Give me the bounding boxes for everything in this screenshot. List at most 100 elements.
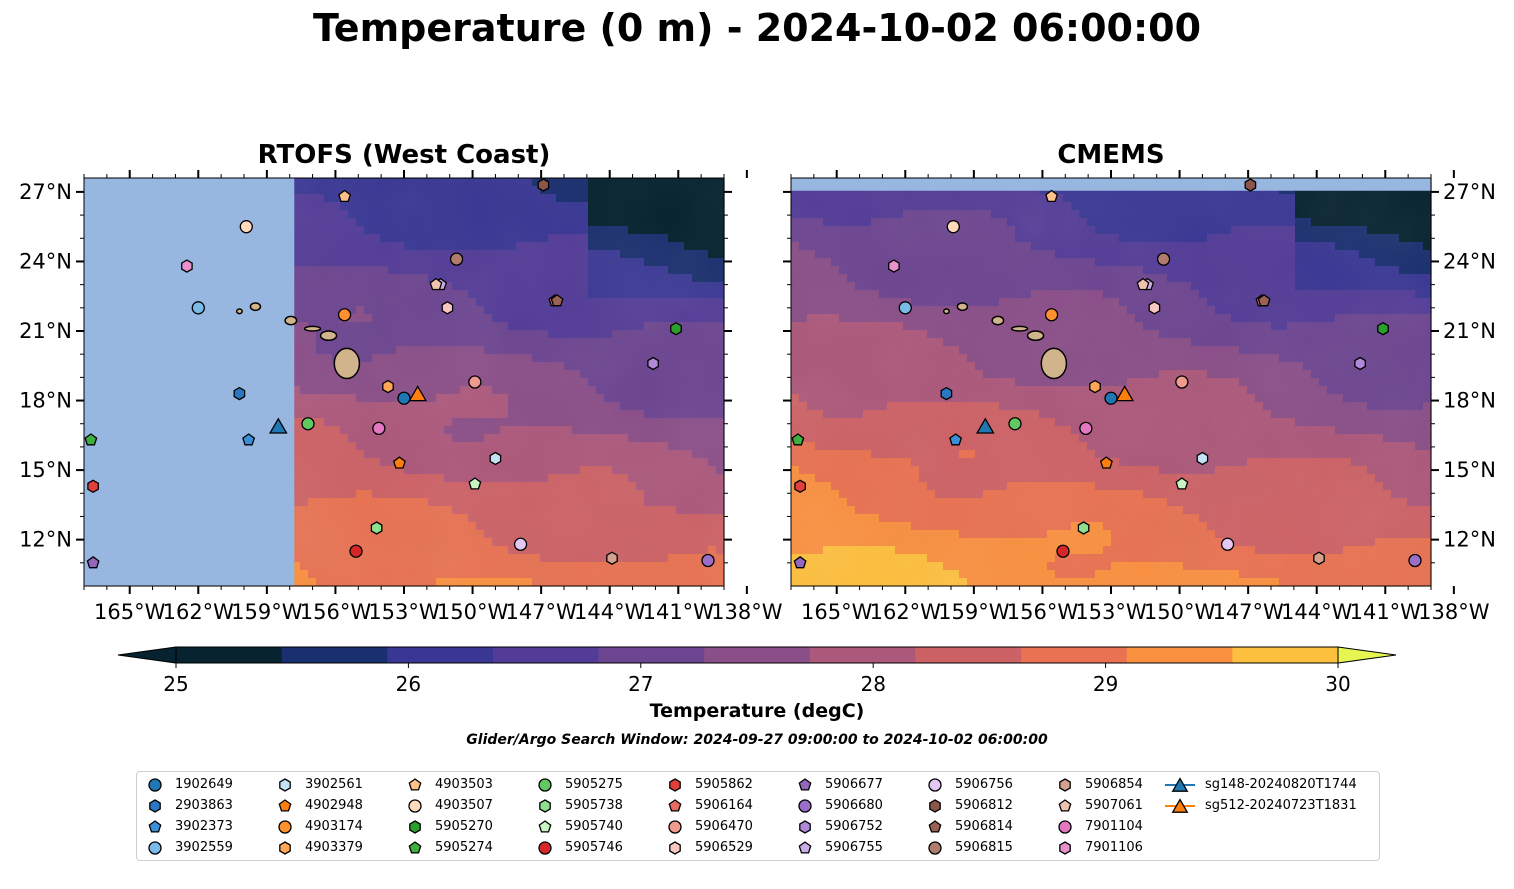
lon-tick-label: 156°W — [1007, 600, 1079, 624]
marker-2903863 — [233, 386, 246, 401]
colorbar-label: Temperature (degC) — [649, 700, 865, 722]
lat-tick-label: 18°N — [1443, 389, 1496, 413]
marker-5905738 — [1077, 521, 1090, 535]
marker-5906752 — [1354, 356, 1366, 371]
legend-label: 5905274 — [435, 840, 493, 855]
marker-1902649 — [397, 391, 411, 405]
lon-tick-label: 141°W — [643, 600, 715, 624]
legend-marker-icon — [538, 840, 552, 855]
lon-tick-label: 144°W — [1281, 600, 1353, 624]
marker-5905270 — [670, 321, 682, 336]
legend-marker-icon — [798, 777, 812, 791]
marker-4903379 — [382, 379, 394, 394]
marker-5906814 — [550, 294, 564, 307]
legend-item: 5906529 — [665, 837, 753, 858]
marker-1902649 — [1104, 391, 1118, 405]
lat-tick-label: 21°N — [1443, 319, 1496, 343]
legend-label: 5905862 — [695, 777, 753, 792]
legend-marker-icon — [278, 819, 292, 834]
marker-4903507 — [239, 220, 253, 234]
lon-tick-label: 159°W — [938, 600, 1010, 624]
marker-5905740 — [468, 477, 482, 490]
legend-marker-icon — [408, 777, 422, 791]
lon-tick-label: 153°W — [1075, 600, 1147, 624]
marker-5906680 — [1408, 553, 1422, 568]
legend-marker-icon — [538, 777, 552, 792]
legend-item: 5905738 — [535, 795, 623, 816]
marker-5905738 — [370, 521, 383, 535]
legend-marker-icon — [928, 777, 942, 792]
legend-item: sg148-20240820T1744 — [1165, 774, 1357, 795]
marker-4903503 — [338, 189, 352, 203]
marker-4902948 — [1099, 456, 1113, 469]
lon-tick-label: 156°W — [300, 600, 372, 624]
legend-label: sg148-20240820T1744 — [1205, 777, 1357, 792]
legend-marker-icon — [148, 777, 162, 792]
colorbar-tick-label: 27 — [628, 672, 653, 696]
legend-item: 5905274 — [405, 837, 493, 858]
legend-marker-icon — [929, 798, 941, 813]
marker-4903379 — [1089, 379, 1101, 394]
marker-3902559 — [898, 301, 912, 315]
legend-label: 5905270 — [435, 819, 493, 834]
marker-3902373 — [242, 433, 256, 446]
lon-tick-label: 150°W — [437, 600, 509, 624]
legend-label: sg512-20240723T1831 — [1205, 798, 1357, 813]
legend-label: 4903507 — [435, 798, 493, 813]
marker-sg512-20240723T1831 — [1115, 385, 1135, 402]
legend-item: 1902649 — [145, 774, 233, 795]
legend-item: 5906814 — [925, 816, 1013, 837]
marker-4902948 — [392, 456, 406, 469]
marker-2903863 — [940, 386, 953, 401]
legend-marker-icon — [1058, 798, 1072, 812]
marker-5906854 — [1313, 551, 1325, 565]
legend-item: 4903379 — [275, 837, 363, 858]
legend-label: 5905275 — [565, 777, 623, 792]
legend-label: 4903379 — [305, 840, 363, 855]
legend-item: sg512-20240723T1831 — [1165, 795, 1357, 816]
legend-marker-icon — [409, 819, 421, 834]
lon-tick-label: 162°W — [163, 600, 235, 624]
legend-label: 5906815 — [955, 840, 1013, 855]
marker-3902373 — [949, 433, 963, 446]
marker-5905274 — [791, 433, 805, 446]
figure-title: Temperature (0 m) - 2024-10-02 06:00:00 — [312, 6, 1202, 50]
legend-item: 5906680 — [795, 795, 883, 816]
marker-5907061 — [1136, 277, 1150, 291]
legend-item: 4903507 — [405, 795, 493, 816]
marker-5906680 — [701, 553, 715, 568]
marker-5906814 — [1257, 294, 1271, 307]
legend-marker-icon — [279, 840, 291, 855]
marker-5906756 — [1220, 537, 1235, 551]
marker-5906529 — [441, 301, 454, 315]
legend-marker-icon — [1165, 776, 1195, 792]
marker-5906677 — [793, 555, 807, 569]
marker-5905275 — [1008, 417, 1022, 431]
legend-label: 3902559 — [175, 840, 233, 855]
lat-tick-label: 15°N — [1443, 458, 1496, 482]
colorbar: 25 26 27 28 29 30 — [117, 646, 1397, 696]
legend-item: 5906815 — [925, 837, 1013, 858]
legend-marker-icon — [668, 819, 682, 834]
map-panel-rtofs: 165°W162°W159°W156°W153°W150°W147°W144°W… — [19, 170, 783, 624]
legend-label: 7901106 — [1085, 840, 1143, 855]
legend-marker-icon — [279, 777, 291, 792]
lon-tick-label: 159°W — [231, 600, 303, 624]
marker-5905274 — [84, 433, 98, 446]
marker-5906677 — [86, 555, 100, 569]
legend-item: 3902373 — [145, 816, 233, 837]
marker-4903174 — [337, 308, 352, 322]
marker-5905746 — [1056, 544, 1070, 558]
legend-item: 5906854 — [1055, 774, 1143, 795]
legend-label: 5906677 — [825, 777, 883, 792]
lon-tick-label: 165°W — [94, 600, 166, 624]
legend-label: 5906812 — [955, 798, 1013, 813]
marker-7901106 — [888, 259, 900, 273]
legend-label: 4903174 — [305, 819, 363, 834]
legend-label: 5906814 — [955, 819, 1013, 834]
legend-item: 5905862 — [665, 774, 753, 795]
legend-label: 5905746 — [565, 840, 623, 855]
lat-tick-label: 12°N — [1443, 528, 1496, 552]
marker-5905746 — [349, 544, 363, 558]
colorbar-tick-label: 26 — [396, 672, 421, 696]
